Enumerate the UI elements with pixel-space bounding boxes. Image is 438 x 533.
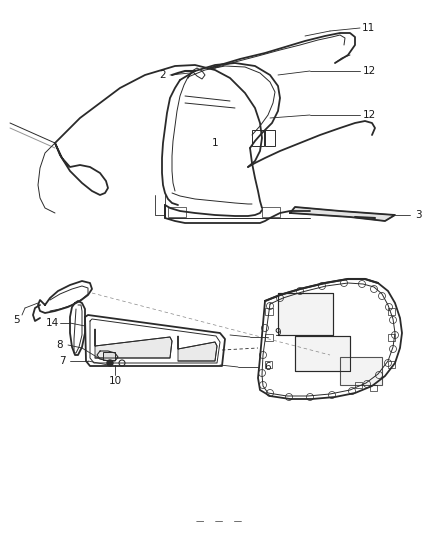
Bar — [103, 352, 115, 360]
Bar — [370, 385, 377, 391]
Text: 6: 6 — [265, 362, 271, 372]
Bar — [295, 336, 350, 371]
Bar — [265, 361, 272, 368]
Bar — [265, 334, 273, 341]
Bar — [168, 207, 186, 217]
Bar — [278, 293, 333, 335]
Text: 12: 12 — [362, 66, 376, 76]
Text: 8: 8 — [57, 340, 64, 350]
Text: 10: 10 — [109, 376, 122, 386]
Text: 11: 11 — [361, 23, 374, 33]
Text: 3: 3 — [415, 210, 421, 220]
Bar — [388, 361, 395, 368]
Bar — [262, 207, 280, 217]
Text: —    —    —: — — — — [196, 516, 242, 526]
Polygon shape — [178, 336, 217, 361]
Text: 2: 2 — [160, 70, 166, 80]
Polygon shape — [95, 329, 172, 358]
Polygon shape — [290, 207, 395, 221]
Bar — [388, 308, 395, 315]
Bar — [388, 334, 395, 341]
Bar — [355, 382, 362, 388]
Text: 14: 14 — [46, 318, 59, 328]
Text: 12: 12 — [362, 110, 376, 120]
Bar — [265, 308, 273, 315]
Text: 5: 5 — [13, 315, 19, 325]
Circle shape — [107, 360, 113, 366]
Text: 9: 9 — [275, 328, 281, 338]
Text: 7: 7 — [59, 356, 65, 366]
Text: 1: 1 — [212, 138, 218, 148]
Bar — [340, 357, 382, 385]
